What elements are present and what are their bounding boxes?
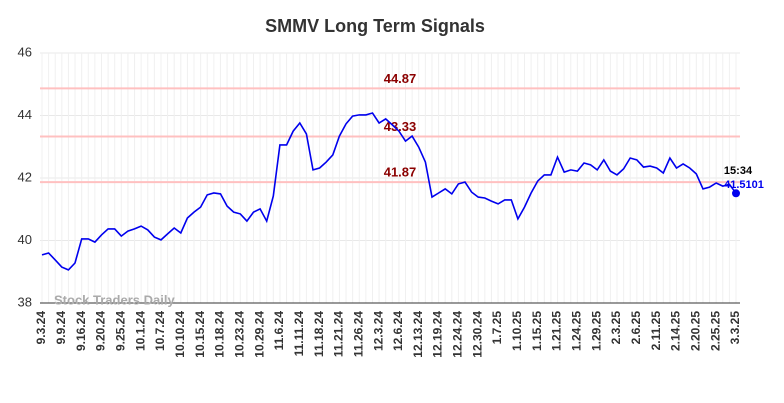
x-tick-label: 2.20.25 (689, 311, 703, 351)
x-tick-label: 10.18.24 (213, 311, 227, 358)
y-tick-label: 42 (18, 169, 32, 184)
watermark: Stock Traders Daily (54, 292, 175, 307)
x-tick-label: 12.13.24 (411, 311, 425, 358)
x-tick-label: 9.20.24 (94, 311, 108, 351)
x-tick-label: 11.26.24 (351, 311, 365, 357)
x-tick-label: 3.3.25 (728, 311, 742, 345)
signal-label: 41.87 (384, 165, 417, 180)
x-tick-label: 9.25.24 (113, 311, 127, 351)
signal-label: 44.87 (384, 71, 417, 86)
x-tick-label: 10.1.24 (133, 311, 147, 351)
x-tick-label: 1.15.25 (530, 311, 544, 351)
x-tick-label: 10.7.24 (153, 311, 167, 351)
x-tick-label: 11.6.24 (272, 311, 286, 351)
x-tick-label: 9.9.24 (54, 311, 68, 345)
last-point (732, 189, 740, 198)
x-tick-label: 2.11.25 (649, 311, 663, 351)
x-tick-label: 1.21.25 (550, 311, 564, 351)
x-tick-label: 12.6.24 (391, 311, 405, 351)
chart-title: SMMV Long Term Signals (265, 16, 485, 36)
x-tick-label: 1.7.25 (490, 311, 504, 345)
y-tick-label: 44 (18, 107, 32, 122)
price-line (41, 112, 737, 271)
x-tick-label: 11.18.24 (312, 311, 326, 357)
y-tick-label: 46 (18, 44, 32, 59)
last-value: 41.5101 (724, 179, 764, 191)
x-tick-label: 12.30.24 (470, 311, 484, 358)
y-tick-label: 38 (18, 294, 32, 309)
x-tick-label: 9.16.24 (74, 311, 88, 351)
x-tick-label: 2.14.25 (669, 311, 683, 351)
x-tick-label: 10.29.24 (252, 311, 266, 358)
x-tick-label: 12.3.24 (371, 311, 385, 351)
x-tick-label: 10.23.24 (232, 311, 246, 358)
x-tick-label: 10.15.24 (193, 311, 207, 358)
x-tick-label: 1.10.25 (510, 311, 524, 351)
x-tick-label: 2.3.25 (609, 311, 623, 345)
last-time: 15:34 (724, 165, 753, 177)
x-tick-label: 2.6.25 (629, 311, 643, 345)
x-tick-label: 11.21.24 (332, 311, 346, 357)
x-tick-label: 12.19.24 (431, 311, 445, 358)
signal-label: 43.33 (384, 119, 417, 134)
y-tick-label: 40 (18, 232, 32, 247)
x-tick-label: 1.29.25 (589, 311, 603, 351)
x-tick-label: 10.10.24 (173, 311, 187, 358)
x-tick-label: 9.3.24 (34, 311, 48, 345)
x-tick-label: 12.24.24 (451, 311, 465, 358)
x-tick-label: 1.24.25 (570, 311, 584, 351)
x-tick-label: 11.11.24 (292, 311, 306, 357)
x-tick-label: 2.25.25 (708, 311, 722, 351)
